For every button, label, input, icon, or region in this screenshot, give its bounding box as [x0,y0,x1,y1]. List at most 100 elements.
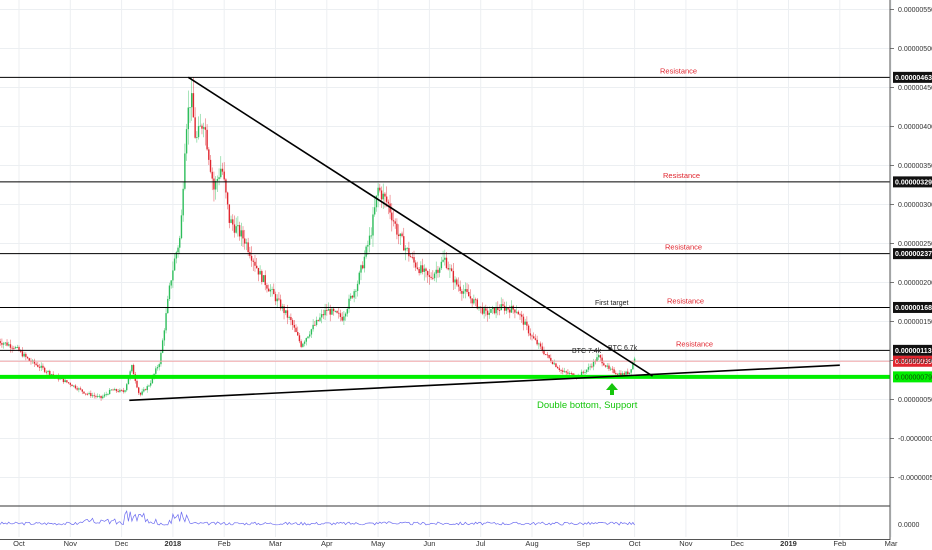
candle-body [175,252,178,259]
candle-body [544,354,547,355]
candle-body [197,126,200,138]
y-axis: 0.00000550 0.00000500 0.00000450 0.00000400… [889,0,932,540]
candle-body [632,362,634,370]
candle-body [505,307,508,311]
candle-body [618,373,620,375]
candle-body [214,181,217,190]
x-tick-label: 2019 [780,539,797,548]
candle-body [541,346,543,351]
y-tick-label: 0.00000550 [898,7,932,14]
candle-body [218,177,220,180]
y-tick-label: 0.00000100 [898,358,932,365]
candle-body [202,127,205,129]
price-label-text: 0.00000329 [895,179,932,186]
candle-body [546,354,549,356]
candle-body [119,389,121,392]
candle-body [273,288,275,295]
candle-body [586,369,588,373]
candle-body [228,204,231,223]
price-label-text: 0.00000463 [895,75,932,82]
candle-body [170,280,172,286]
candle-body [136,380,138,388]
candle-body [355,290,357,292]
candle-body [336,311,338,313]
candle-body [515,311,518,313]
candle-body [238,225,241,237]
candle-body [40,365,42,368]
candle-body [279,299,282,309]
candle-body [165,313,167,331]
candle-body [271,288,273,290]
candle-body [406,247,408,249]
candle-body [483,308,485,314]
candle-body [553,363,555,365]
candle-body [9,344,12,348]
candle-body [91,395,94,397]
candle-body [211,171,213,179]
candle-body [283,306,285,314]
candle-body [86,393,89,395]
x-tick-label: Feb [833,539,846,548]
y-tick-label: 0.00000350 [898,163,932,170]
candle-body [232,219,234,225]
candle-body [149,383,152,386]
candle-body [338,312,340,314]
candle-body [43,367,46,372]
candle-body [37,364,39,367]
candle-body [90,393,92,397]
candle-body [358,272,360,284]
candle-body [252,260,254,262]
candle-body [623,373,626,375]
candle-body [522,316,525,325]
candle-body [348,298,350,309]
x-tick-label: Dec [115,539,129,548]
volume-zero-label: 0.0000 [898,522,920,529]
candle-body [562,370,564,372]
candle-body [580,371,583,377]
candle-body [587,367,590,370]
candle-body [64,380,66,383]
candle-body [71,384,73,387]
candle-body [384,193,386,197]
y-tick-label: 0.00000450 [898,85,932,92]
candle-body [462,291,465,294]
candle-body [267,288,270,292]
candle-body [257,267,260,275]
trendlines [129,76,840,402]
candle-body [250,255,253,261]
candle-body [120,389,123,391]
candle-body [466,289,468,292]
candle-body [608,365,610,369]
candle-body [199,125,201,127]
candle-body [191,93,193,108]
candle-body [276,298,278,302]
candle-body [78,388,80,390]
candle-body [261,271,263,282]
candle-body [454,279,456,283]
x-tick-label: Nov [64,539,78,548]
candle-body [148,385,150,387]
candle-body [81,389,83,392]
x-tick-label: May [371,539,385,548]
candle-body [173,258,176,271]
candle-body [244,238,246,244]
candle-body [556,366,559,369]
candle-body [332,308,335,312]
candle-body [568,373,571,374]
candle-body [379,187,381,191]
up-arrow-icon [606,383,618,395]
candle-body [604,365,607,367]
candle-body [560,370,562,371]
candle-body [563,371,566,373]
candle-body [6,342,8,346]
candle-body [592,361,595,367]
candle-body [519,314,521,316]
candle-body [444,257,446,260]
price-label-text: 0.00000168 [895,305,932,312]
y-tick-label: 0.00000200 [898,280,932,287]
candle-body [368,235,371,245]
candle-body [11,347,13,349]
candle-body [35,363,37,365]
candle-body [21,351,24,357]
